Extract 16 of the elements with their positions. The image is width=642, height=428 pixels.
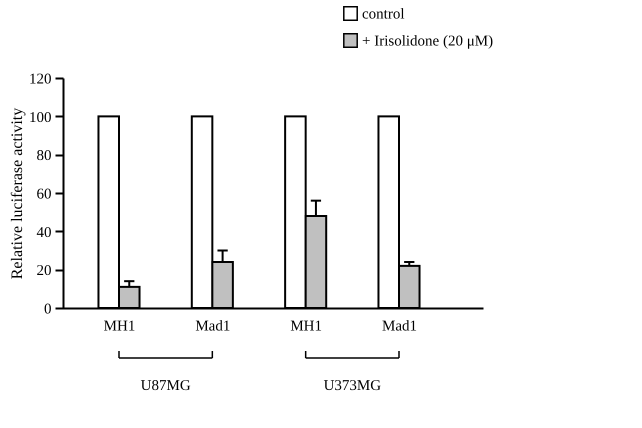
y-tick-label: 120 [29,72,52,88]
text: U87MG [140,378,191,394]
x-tick-label: Mad1 [195,318,230,334]
y-tick-label: 20 [36,263,52,280]
legend-label: control [362,6,404,22]
y-tick-label: 40 [36,224,52,241]
y-tick-label: 100 [29,110,52,126]
y-tick-label: 60 [36,186,52,202]
y-tick-label: 80 [36,148,52,164]
legend-label: + Irisolidone (20 μM) [362,34,494,50]
x-tick-label: Mad1 [382,318,417,334]
text: U373MG [324,378,382,394]
x-tick-label: MH1 [290,318,322,334]
y-tick-label: 0 [44,302,52,318]
y-axis-title: Relative luciferase activity [9,108,26,280]
x-tick-label: MH1 [104,318,136,334]
